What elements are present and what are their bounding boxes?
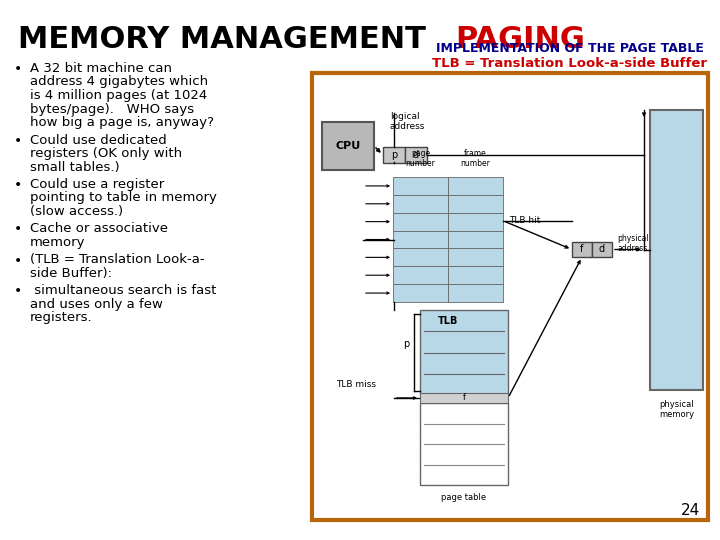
Text: •: • xyxy=(14,222,22,237)
Text: •: • xyxy=(14,253,22,267)
Text: frame
number: frame number xyxy=(461,149,490,168)
Text: d: d xyxy=(413,150,419,160)
Bar xyxy=(448,195,503,213)
Text: •: • xyxy=(14,285,22,299)
Bar xyxy=(393,213,448,231)
Text: f: f xyxy=(580,245,584,254)
Text: p: p xyxy=(391,150,397,160)
Bar xyxy=(393,177,448,195)
Bar xyxy=(448,213,503,231)
Bar xyxy=(393,231,448,248)
Text: Could use a register: Could use a register xyxy=(30,178,164,191)
Text: d: d xyxy=(599,245,605,254)
Bar xyxy=(322,122,374,170)
Text: pointing to table in memory: pointing to table in memory xyxy=(30,192,217,205)
Text: simultaneous search is fast: simultaneous search is fast xyxy=(30,285,217,298)
Text: registers (OK only with: registers (OK only with xyxy=(30,147,182,160)
Text: logical
address: logical address xyxy=(390,112,426,131)
Text: •: • xyxy=(14,62,22,76)
Text: memory: memory xyxy=(30,236,86,249)
Text: how big a page is, anyway?: how big a page is, anyway? xyxy=(30,116,214,129)
Text: and uses only a few: and uses only a few xyxy=(30,298,163,311)
Text: small tables.): small tables.) xyxy=(30,160,120,173)
Bar xyxy=(448,248,503,266)
Bar xyxy=(420,310,508,395)
Text: Could use dedicated: Could use dedicated xyxy=(30,133,167,146)
Text: TLB = Translation Look-a-side Buffer: TLB = Translation Look-a-side Buffer xyxy=(433,57,708,70)
Text: page table: page table xyxy=(441,493,487,502)
Text: physical
memory: physical memory xyxy=(659,400,694,420)
Bar xyxy=(572,242,592,257)
Text: •: • xyxy=(14,178,22,192)
Text: 24: 24 xyxy=(680,503,700,518)
Text: registers.: registers. xyxy=(30,312,93,325)
Text: TLB: TLB xyxy=(438,316,458,326)
Text: side Buffer):: side Buffer): xyxy=(30,267,112,280)
Text: CPU: CPU xyxy=(336,141,361,151)
Bar xyxy=(393,248,448,266)
Bar xyxy=(592,242,612,257)
Text: IMPLEMENTATION OF THE PAGE TABLE: IMPLEMENTATION OF THE PAGE TABLE xyxy=(436,42,704,55)
Bar xyxy=(448,231,503,248)
Text: physical
address: physical address xyxy=(617,234,649,253)
Bar xyxy=(393,266,448,284)
Bar xyxy=(420,403,508,485)
Text: page
number: page number xyxy=(405,149,436,168)
Bar xyxy=(650,110,703,390)
Text: p: p xyxy=(403,339,409,349)
Bar xyxy=(312,73,708,520)
Text: (TLB = Translation Look-a-: (TLB = Translation Look-a- xyxy=(30,253,204,267)
Text: is 4 million pages (at 1024: is 4 million pages (at 1024 xyxy=(30,89,207,102)
Text: address 4 gigabytes which: address 4 gigabytes which xyxy=(30,76,208,89)
Text: bytes/page).   WHO says: bytes/page). WHO says xyxy=(30,103,194,116)
Bar xyxy=(393,195,448,213)
Bar xyxy=(448,177,503,195)
Text: A 32 bit machine can: A 32 bit machine can xyxy=(30,62,172,75)
Text: MEMORY MANAGEMENT: MEMORY MANAGEMENT xyxy=(18,25,426,54)
Text: TLB miss: TLB miss xyxy=(336,380,376,389)
Bar xyxy=(383,147,405,163)
Bar xyxy=(393,284,448,302)
Text: f: f xyxy=(462,394,466,402)
Bar xyxy=(448,266,503,284)
Text: (slow access.): (slow access.) xyxy=(30,205,123,218)
Text: •: • xyxy=(14,133,22,147)
Text: PAGING: PAGING xyxy=(455,25,585,54)
Bar xyxy=(405,147,427,163)
Bar xyxy=(448,284,503,302)
Bar xyxy=(420,393,508,403)
Text: TLB hit: TLB hit xyxy=(509,216,541,225)
Text: Cache or associative: Cache or associative xyxy=(30,222,168,235)
